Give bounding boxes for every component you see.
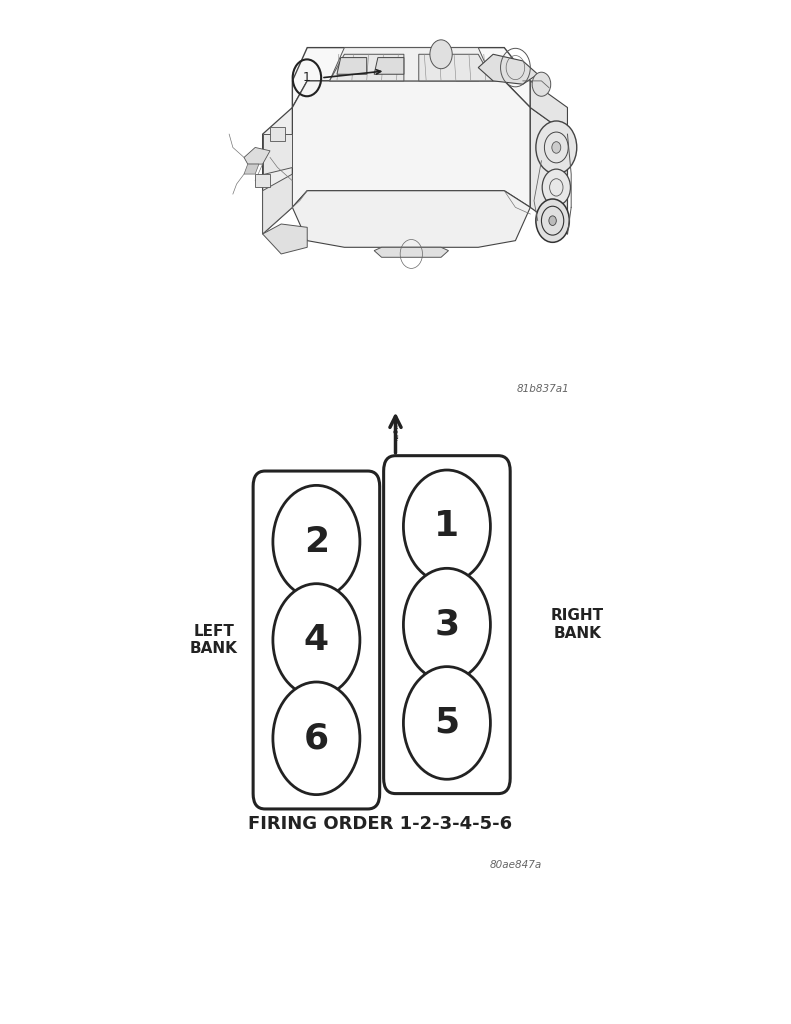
Polygon shape <box>255 174 270 187</box>
Text: 1: 1 <box>434 509 460 544</box>
Polygon shape <box>293 81 530 207</box>
Polygon shape <box>293 190 530 248</box>
Text: 81b837a1: 81b837a1 <box>517 384 570 394</box>
Polygon shape <box>244 164 259 174</box>
Circle shape <box>273 485 360 598</box>
Text: 2: 2 <box>304 524 329 559</box>
Circle shape <box>552 141 561 154</box>
Circle shape <box>549 216 556 225</box>
Polygon shape <box>374 248 448 257</box>
Text: LEFT
BANK: LEFT BANK <box>190 624 237 656</box>
Circle shape <box>532 72 551 96</box>
Text: F
R
O
N
T: F R O N T <box>393 420 398 445</box>
Polygon shape <box>530 108 567 234</box>
Polygon shape <box>263 134 293 174</box>
Circle shape <box>430 40 452 69</box>
Polygon shape <box>337 57 367 75</box>
Polygon shape <box>374 57 404 75</box>
Circle shape <box>536 199 570 243</box>
Polygon shape <box>263 108 293 234</box>
Polygon shape <box>293 47 530 108</box>
Circle shape <box>403 667 490 779</box>
Polygon shape <box>330 47 493 81</box>
Circle shape <box>403 470 490 583</box>
Circle shape <box>542 169 570 206</box>
Text: FIRING ORDER 1-2-3-4-5-6: FIRING ORDER 1-2-3-4-5-6 <box>248 815 512 834</box>
Text: 4: 4 <box>304 623 329 657</box>
Text: 80ae847a: 80ae847a <box>490 860 542 870</box>
Polygon shape <box>263 224 307 254</box>
Circle shape <box>536 121 577 174</box>
Text: 5: 5 <box>434 706 460 740</box>
Polygon shape <box>244 147 270 164</box>
Polygon shape <box>479 54 538 84</box>
Circle shape <box>273 682 360 795</box>
Circle shape <box>403 568 490 681</box>
Polygon shape <box>263 174 293 234</box>
Text: 3: 3 <box>434 607 460 642</box>
Polygon shape <box>330 54 404 81</box>
Circle shape <box>273 584 360 696</box>
Text: 6: 6 <box>304 721 329 756</box>
Polygon shape <box>418 54 493 81</box>
Text: 1: 1 <box>303 72 311 84</box>
Polygon shape <box>270 128 285 141</box>
Polygon shape <box>530 81 567 134</box>
Text: RIGHT
BANK: RIGHT BANK <box>551 608 604 641</box>
